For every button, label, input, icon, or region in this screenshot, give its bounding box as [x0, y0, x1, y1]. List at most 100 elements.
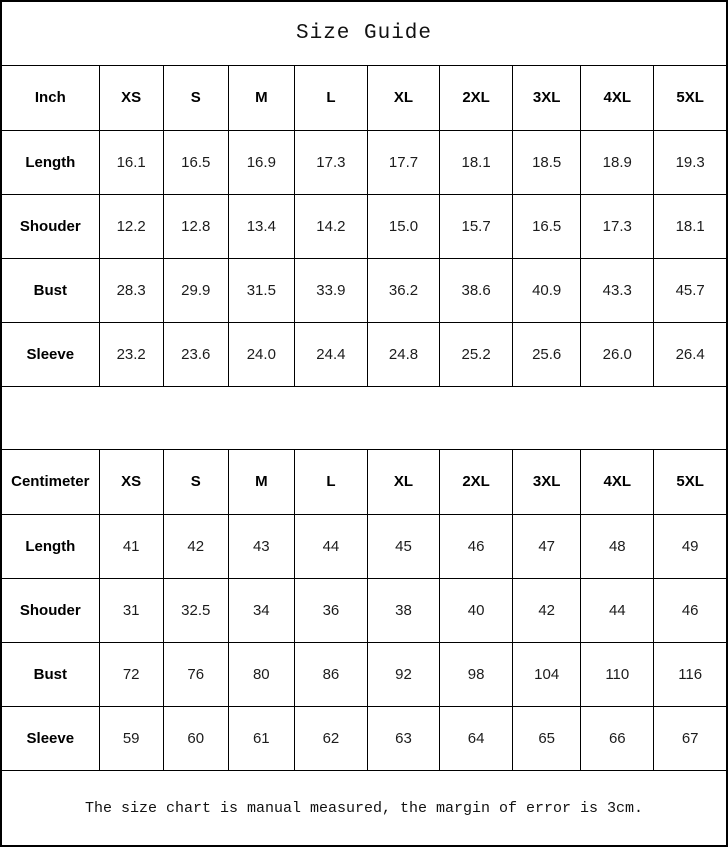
- measure-value-cell: 18.5: [512, 129, 582, 195]
- size-table-inch-body: Inch XS S M L XL 2XL 3XL 4XL 5XL Length 16.1 16.5 16.…: [2, 66, 726, 386]
- measure-value-cell: 23.6: [162, 321, 229, 386]
- measure-label-cell: Shouder: [2, 193, 100, 259]
- size-column-header: M: [227, 450, 295, 515]
- measure-value-cell: 26.4: [653, 321, 726, 386]
- size-column-header: 3XL: [512, 450, 582, 515]
- measure-value-cell: 61: [227, 705, 295, 770]
- measure-value-cell: 110: [580, 641, 655, 707]
- size-column-header: S: [162, 66, 229, 131]
- measure-value-cell: 41: [98, 513, 164, 579]
- measure-label-cell: Shouder: [2, 577, 100, 643]
- measure-value-cell: 72: [98, 641, 164, 707]
- measure-value-cell: 43.3: [580, 257, 655, 323]
- size-column-header: 5XL: [653, 450, 726, 515]
- table-row: Shouder 12.2 12.8 13.4 14.2 15.0 15.7 16.5 17.3 1…: [2, 193, 726, 259]
- measure-value-cell: 40: [439, 577, 514, 643]
- size-column-header: 3XL: [512, 66, 582, 131]
- footer-note: The size chart is manual measured, the m…: [2, 770, 726, 845]
- size-column-header: M: [227, 66, 295, 131]
- measure-value-cell: 32.5: [162, 577, 229, 643]
- measure-value-cell: 29.9: [162, 257, 229, 323]
- measure-value-cell: 18.1: [439, 129, 514, 195]
- size-column-header: XL: [366, 450, 441, 515]
- measure-value-cell: 44: [580, 577, 655, 643]
- measure-value-cell: 66: [580, 705, 655, 770]
- measure-value-cell: 46: [653, 577, 726, 643]
- measure-value-cell: 16.1: [98, 129, 164, 195]
- measure-value-cell: 92: [366, 641, 441, 707]
- measure-value-cell: 17.3: [580, 193, 655, 259]
- measure-value-cell: 104: [512, 641, 582, 707]
- size-header-row: Inch XS S M L XL 2XL 3XL 4XL 5XL: [2, 66, 726, 131]
- measure-value-cell: 28.3: [98, 257, 164, 323]
- size-table-centimeter: Centimeter XS S M L XL 2XL 3XL 4XL 5XL Length 41 42 4…: [2, 450, 726, 770]
- measure-label-cell: Length: [2, 513, 100, 579]
- measure-value-cell: 33.9: [293, 257, 368, 323]
- unit-label-cell: Centimeter: [2, 450, 100, 515]
- measure-value-cell: 42: [162, 513, 229, 579]
- size-column-header: 4XL: [580, 66, 655, 131]
- measure-value-cell: 47: [512, 513, 582, 579]
- measure-label-cell: Sleeve: [2, 705, 100, 770]
- measure-value-cell: 34: [227, 577, 295, 643]
- measure-value-cell: 14.2: [293, 193, 368, 259]
- measure-label-cell: Bust: [2, 257, 100, 323]
- measure-value-cell: 31.5: [227, 257, 295, 323]
- measure-value-cell: 18.9: [580, 129, 655, 195]
- size-column-header: 2XL: [439, 66, 514, 131]
- size-column-header: XL: [366, 66, 441, 131]
- size-table-inch: Inch XS S M L XL 2XL 3XL 4XL 5XL Length 16.1 16.5 16.…: [2, 66, 726, 386]
- measure-value-cell: 63: [366, 705, 441, 770]
- measure-value-cell: 43: [227, 513, 295, 579]
- measure-value-cell: 17.7: [366, 129, 441, 195]
- measure-value-cell: 16.9: [227, 129, 295, 195]
- measure-value-cell: 36.2: [366, 257, 441, 323]
- measure-value-cell: 38: [366, 577, 441, 643]
- measure-value-cell: 38.6: [439, 257, 514, 323]
- table-row: Length 41 42 43 44 45 46 47 48 49: [2, 513, 726, 579]
- measure-value-cell: 25.6: [512, 321, 582, 386]
- measure-value-cell: 15.0: [366, 193, 441, 259]
- measure-value-cell: 24.4: [293, 321, 368, 386]
- measure-value-cell: 45.7: [653, 257, 726, 323]
- size-column-header: 5XL: [653, 66, 726, 131]
- measure-value-cell: 45: [366, 513, 441, 579]
- measure-value-cell: 31: [98, 577, 164, 643]
- measure-value-cell: 60: [162, 705, 229, 770]
- size-column-header: XS: [98, 450, 164, 515]
- size-column-header: L: [293, 450, 368, 515]
- size-column-header: S: [162, 450, 229, 515]
- table-row: Length 16.1 16.5 16.9 17.3 17.7 18.1 18.5 18.9 19…: [2, 129, 726, 195]
- measure-value-cell: 80: [227, 641, 295, 707]
- size-header-row: Centimeter XS S M L XL 2XL 3XL 4XL 5XL: [2, 450, 726, 515]
- size-column-header: XS: [98, 66, 164, 131]
- measure-label-cell: Sleeve: [2, 321, 100, 386]
- table-row: Sleeve 23.2 23.6 24.0 24.4 24.8 25.2 25.6 26.0 26…: [2, 321, 726, 386]
- measure-value-cell: 65: [512, 705, 582, 770]
- measure-value-cell: 36: [293, 577, 368, 643]
- measure-value-cell: 13.4: [227, 193, 295, 259]
- table-row: Sleeve 59 60 61 62 63 64 65 66 67: [2, 705, 726, 770]
- measure-value-cell: 42: [512, 577, 582, 643]
- measure-value-cell: 18.1: [653, 193, 726, 259]
- table-spacer: [2, 386, 726, 450]
- measure-value-cell: 59: [98, 705, 164, 770]
- measure-label-cell: Length: [2, 129, 100, 195]
- unit-label-cell: Inch: [2, 66, 100, 131]
- table-row: Bust 72 76 80 86 92 98 104 110 116: [2, 641, 726, 707]
- table-row: Bust 28.3 29.9 31.5 33.9 36.2 38.6 40.9 43.3 45.7: [2, 257, 726, 323]
- measure-value-cell: 116: [653, 641, 726, 707]
- measure-value-cell: 49: [653, 513, 726, 579]
- measure-value-cell: 16.5: [512, 193, 582, 259]
- measure-value-cell: 76: [162, 641, 229, 707]
- table-row: Shouder 31 32.5 34 36 38 40 42 44 46: [2, 577, 726, 643]
- measure-value-cell: 19.3: [653, 129, 726, 195]
- measure-value-cell: 12.8: [162, 193, 229, 259]
- measure-value-cell: 26.0: [580, 321, 655, 386]
- size-column-header: 2XL: [439, 450, 514, 515]
- measure-value-cell: 16.5: [162, 129, 229, 195]
- measure-value-cell: 64: [439, 705, 514, 770]
- measure-value-cell: 40.9: [512, 257, 582, 323]
- measure-label-cell: Bust: [2, 641, 100, 707]
